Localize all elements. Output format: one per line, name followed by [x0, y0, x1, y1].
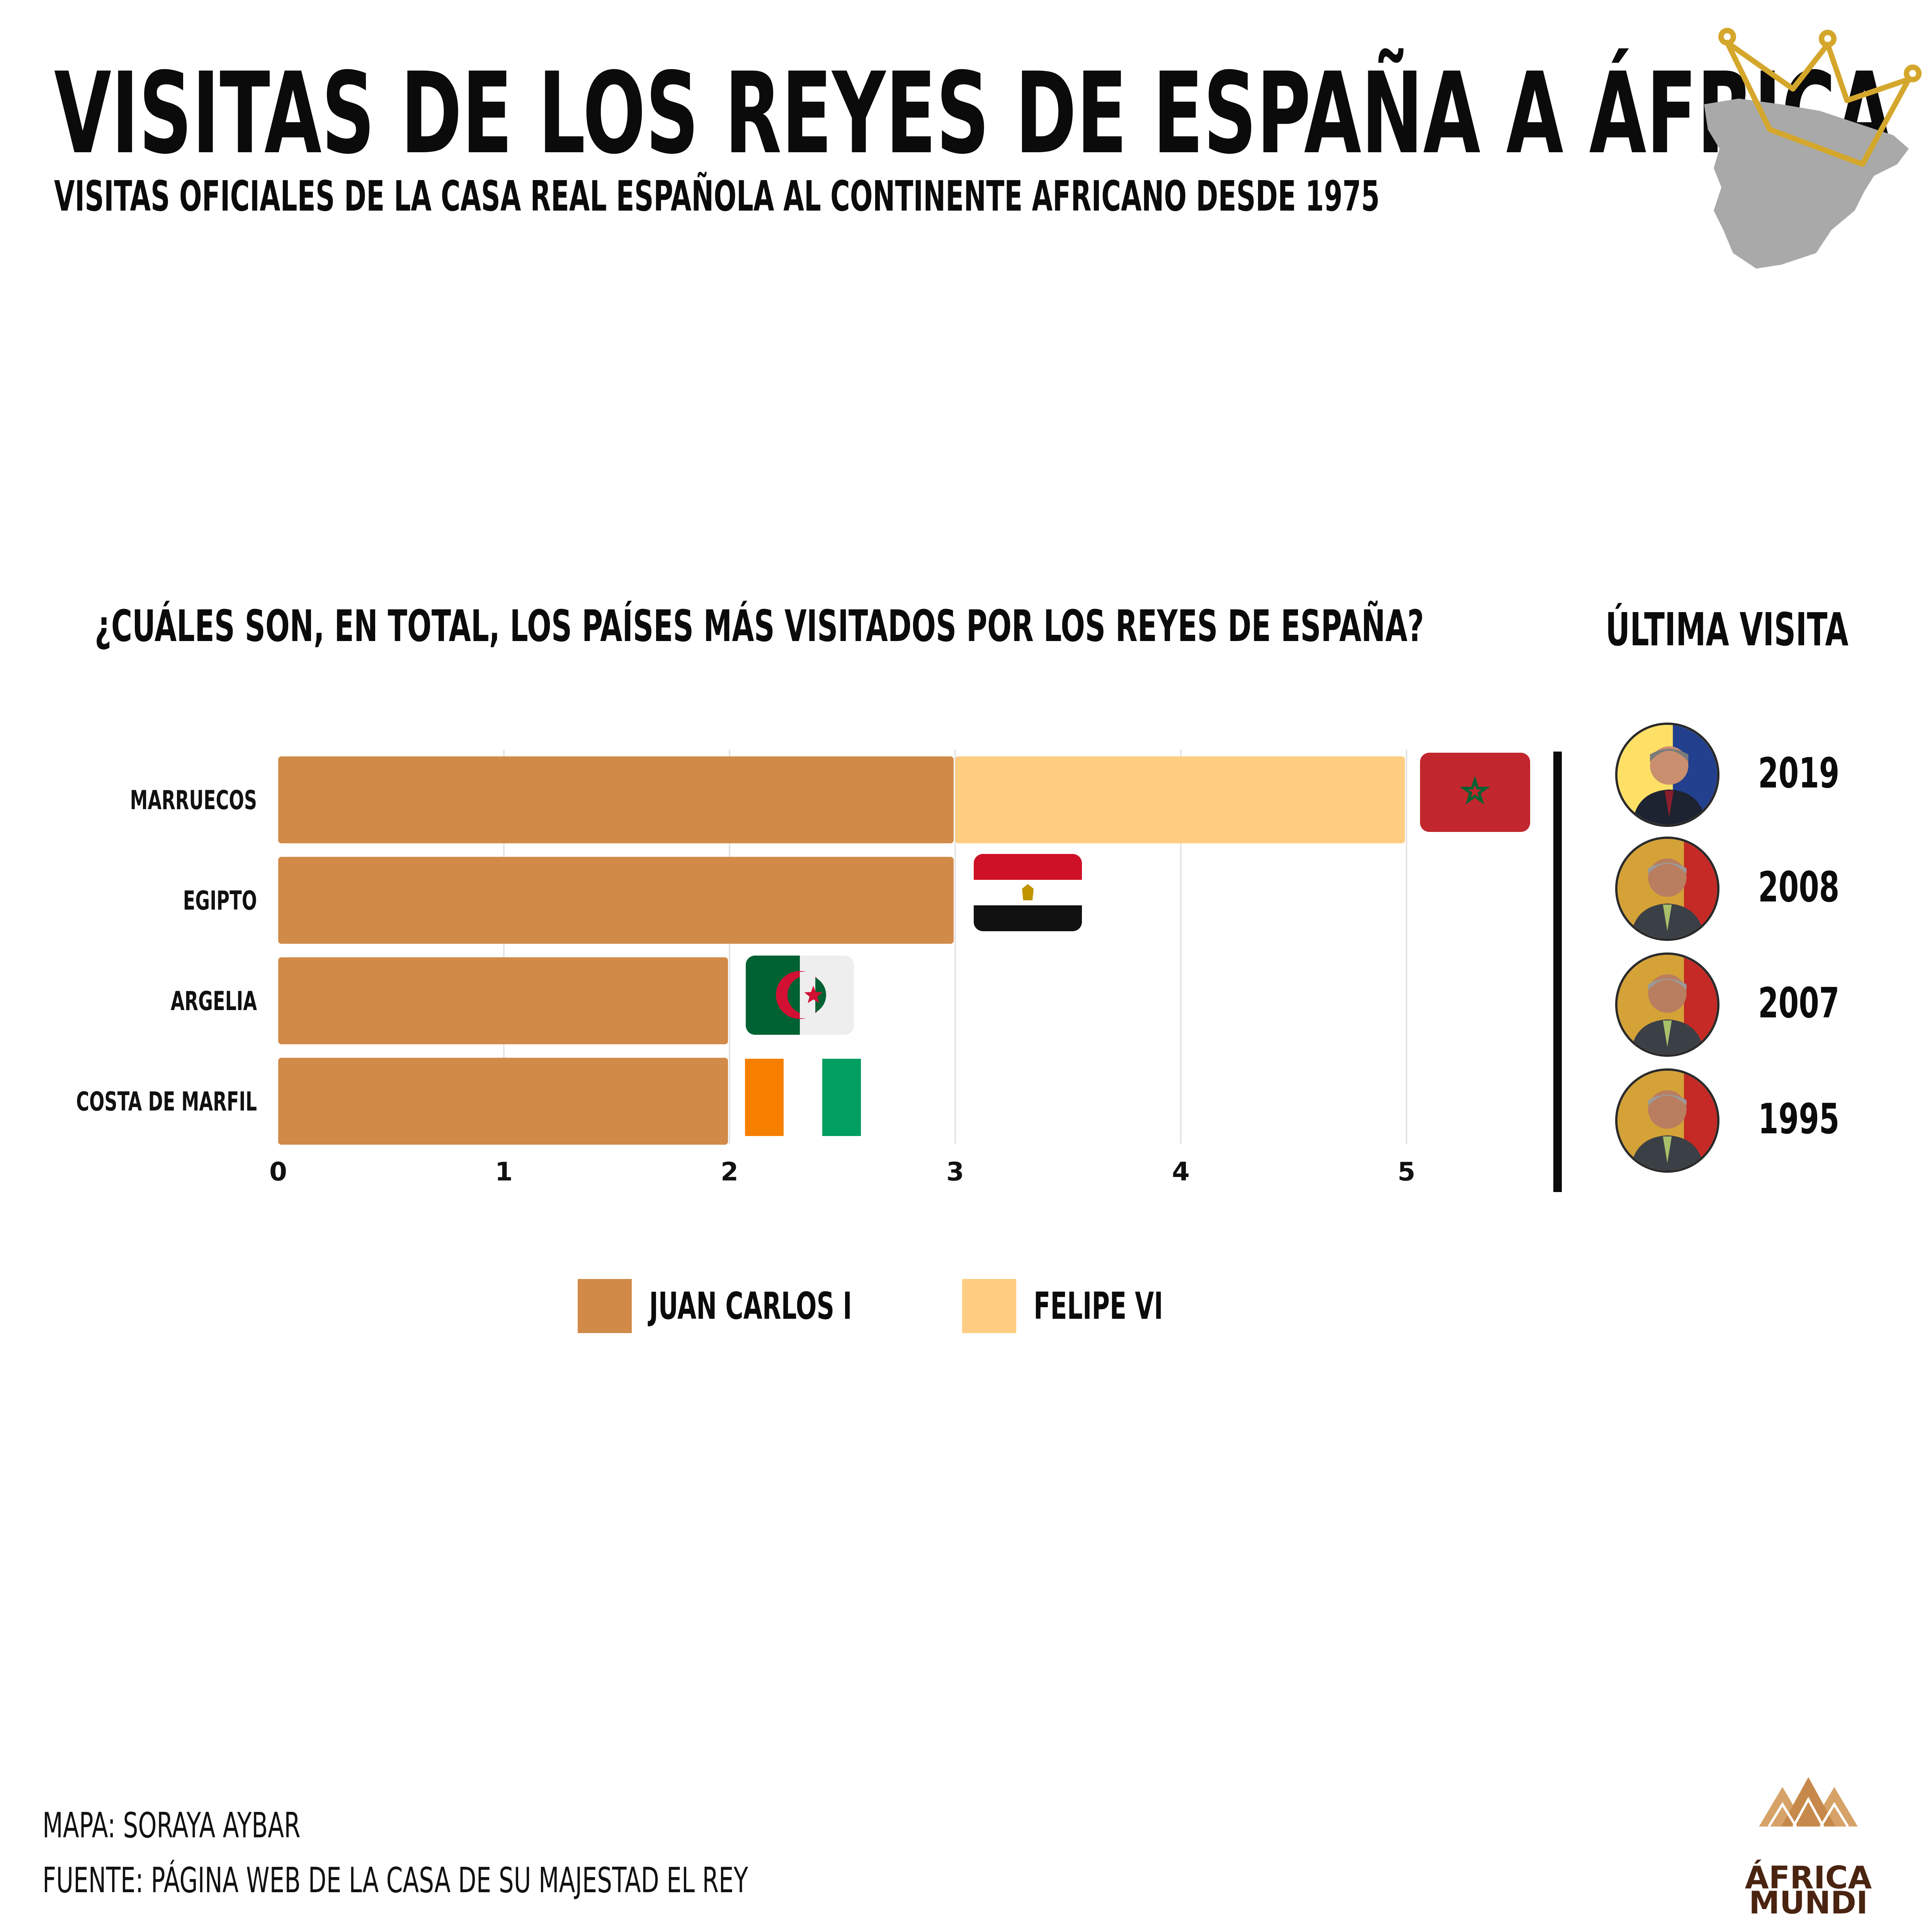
last-visit-item: 2008: [1615, 837, 1886, 941]
x-tick-label: 2: [721, 1157, 738, 1187]
legend-swatch: [578, 1279, 632, 1333]
x-tick-label: 3: [946, 1157, 964, 1187]
bar-juan-carlos-i: [278, 1058, 728, 1145]
category-label: EGIPTO: [183, 885, 257, 916]
legend-swatch: [962, 1279, 1016, 1333]
category-label: ARGELIA: [171, 986, 257, 1017]
crown-icon: [1718, 28, 1922, 167]
spain-map-crown-graphic: [1704, 28, 1922, 269]
algeria-flag: [746, 956, 854, 1035]
last-visit-heading: ÚLTIMA VISITA: [1605, 603, 1849, 656]
avatar: [1615, 723, 1719, 827]
egypt-flag: [974, 854, 1082, 931]
source-credit: FUENTE: PÁGINA WEB DE LA CASA DE SU MAJE…: [43, 1860, 748, 1901]
mountains-logo-icon: [1759, 1777, 1858, 1827]
legend-label: FELIPE VI: [1034, 1284, 1163, 1328]
avatar: [1615, 952, 1719, 1057]
page-subtitle: VISITAS OFICIALES DE LA CASA REAL ESPAÑO…: [54, 172, 1380, 221]
avatar: [1615, 1068, 1719, 1173]
last-visit-item: 1995: [1615, 1068, 1886, 1173]
bar-juan-carlos-i: [278, 756, 954, 844]
map-credit: MAPA: SORAYA AYBAR: [43, 1805, 301, 1846]
last-visit-year: 1995: [1758, 1095, 1840, 1143]
x-tick-label: 5: [1398, 1157, 1415, 1187]
morocco-flag: [1420, 753, 1530, 832]
logo-text-line1: ÁFRICA: [1745, 1860, 1872, 1896]
last-visit-year: 2008: [1758, 863, 1840, 912]
legend-label: JUAN CARLOS I: [649, 1284, 852, 1328]
bar-chart: MARRUECOS EGIPTO ARGELIA COSTA DE MARFIL 0 1…: [76, 750, 1530, 1187]
bar-juan-carlos-i: [278, 857, 954, 944]
last-visit-item: 2007: [1615, 952, 1886, 1057]
spain-map-shape: [1704, 99, 1909, 269]
chart-question-heading: ¿CUÁLES SON, EN TOTAL, LOS PAÍSES MÁS VI…: [95, 601, 1424, 651]
ivory-coast-flag: [745, 1059, 861, 1136]
bar-felipe-vi: [955, 756, 1405, 844]
last-visit-item: 2019: [1615, 723, 1886, 827]
last-visit-year: 2007: [1758, 979, 1840, 1027]
category-label: COSTA DE MARFIL: [76, 1086, 257, 1117]
africa-mundi-logo: ÁFRICA MUNDI: [1731, 1770, 1886, 1918]
category-label: MARRUECOS: [130, 785, 257, 816]
x-tick-label: 1: [495, 1157, 513, 1187]
section-divider: [1553, 752, 1562, 1192]
avatar: [1615, 837, 1719, 941]
x-tick-label: 0: [269, 1157, 287, 1187]
x-tick-label: 4: [1172, 1157, 1190, 1187]
bar-juan-carlos-i: [278, 957, 728, 1044]
last-visit-year: 2019: [1758, 749, 1840, 798]
logo-text-line2: MUNDI: [1749, 1885, 1868, 1921]
page-title: VISITAS DE LOS REYES DE ESPAÑA A ÁFRICA: [54, 49, 1893, 179]
